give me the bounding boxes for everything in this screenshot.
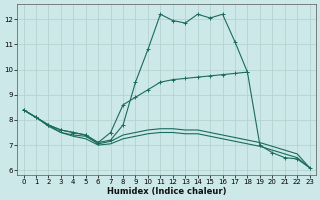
X-axis label: Humidex (Indice chaleur): Humidex (Indice chaleur)	[107, 187, 226, 196]
